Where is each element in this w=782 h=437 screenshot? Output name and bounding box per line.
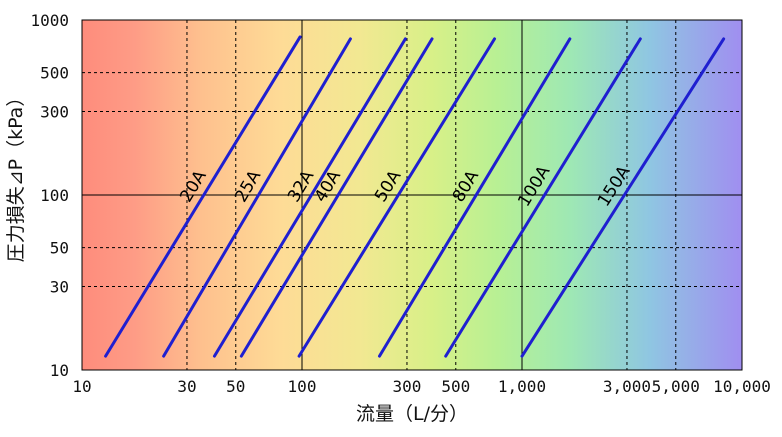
y-tick-labels: 10 30 50 100 300 500 1000 xyxy=(30,11,69,380)
x-tick-1,000: 1,000 xyxy=(498,377,546,396)
plot-border xyxy=(81,19,743,371)
x-tick-300: 300 xyxy=(393,377,422,396)
series-line-50A xyxy=(297,37,497,358)
x-axis-title: 流量（L/分） xyxy=(356,403,468,425)
series-lines xyxy=(104,35,726,358)
y-tick-1000: 1000 xyxy=(30,11,69,30)
x-tick-labels: 10 30 50 100 300 500 1,000 3,000 5,000 10,000 xyxy=(72,377,771,396)
y-tick-30: 30 xyxy=(50,278,69,297)
x-tick-10,000: 10,000 xyxy=(713,377,771,396)
x-tick-10: 10 xyxy=(72,377,91,396)
series-line-20A xyxy=(104,35,302,358)
x-tick-100: 100 xyxy=(288,377,317,396)
series-line-40A xyxy=(239,37,434,358)
x-tick-3,000: 3,000 xyxy=(603,377,651,396)
y-tick-500: 500 xyxy=(40,64,69,83)
x-tick-5,000: 5,000 xyxy=(652,377,700,396)
series-line-150A xyxy=(520,37,726,358)
x-tick-50: 50 xyxy=(226,377,245,396)
series-line-25A xyxy=(162,37,352,358)
series-line-32A xyxy=(212,37,407,358)
series-line-100A xyxy=(444,37,642,358)
y-tick-50: 50 xyxy=(50,239,69,258)
y-tick-10: 10 xyxy=(50,361,69,380)
series-line-80A xyxy=(377,37,572,358)
gridlines xyxy=(82,20,742,370)
y-axis-title: 圧力損失⊿P（kPa） xyxy=(5,88,27,263)
y-tick-100: 100 xyxy=(40,186,69,205)
y-tick-300: 300 xyxy=(40,103,69,122)
x-tick-30: 30 xyxy=(177,377,196,396)
x-tick-500: 500 xyxy=(441,377,470,396)
